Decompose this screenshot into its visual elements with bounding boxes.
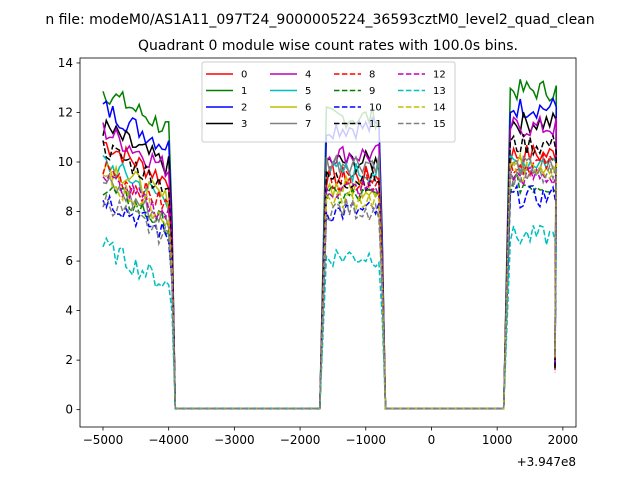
series-line-12 [102, 165, 558, 410]
y-tick-label: 10 [58, 155, 73, 169]
axes-frame [79, 57, 577, 428]
legend-label-5: 5 [305, 86, 311, 97]
y-tick-label: 0 [65, 403, 73, 417]
y-tick-label: 2 [65, 353, 73, 367]
legend-label-13: 13 [433, 86, 446, 97]
series-line-9 [102, 171, 558, 410]
series-line-4 [102, 114, 558, 410]
plot-area [102, 79, 558, 410]
x-tick-label: 0 [428, 433, 436, 447]
series-line-14 [102, 160, 558, 410]
legend-label-3: 3 [241, 119, 247, 130]
legend-label-2: 2 [241, 103, 247, 114]
series-line-6 [102, 151, 558, 410]
x-tick-label: −3000 [214, 433, 255, 447]
legend-label-14: 14 [433, 103, 446, 114]
x-tick-label: −2000 [280, 433, 321, 447]
legend-label-1: 1 [241, 86, 247, 97]
x-tick-label: 1000 [482, 433, 513, 447]
x-tick-label: −5000 [83, 433, 124, 447]
legend-box [201, 61, 456, 143]
series-line-7 [102, 154, 558, 410]
legend-label-4: 4 [305, 70, 311, 81]
legend-label-8: 8 [369, 70, 375, 81]
y-tick-label: 12 [58, 105, 73, 119]
legend-label-6: 6 [305, 103, 311, 114]
legend-label-15: 15 [433, 119, 446, 130]
legend-label-0: 0 [241, 70, 247, 81]
chart-title: Quadrant 0 module wise count rates with … [138, 38, 518, 54]
y-tick-label: 4 [65, 304, 73, 318]
series-line-15 [102, 163, 558, 410]
figure-suptitle: n file: modeM0/AS1A11_097T24_9000005224_… [45, 12, 594, 28]
series-line-10 [102, 183, 558, 410]
legend-label-12: 12 [433, 70, 446, 81]
legend-label-10: 10 [369, 103, 382, 114]
legend-label-11: 11 [369, 119, 382, 130]
x-tick-label: −1000 [345, 433, 386, 447]
x-tick-label: 2000 [548, 433, 579, 447]
y-tick-label: 14 [58, 56, 73, 70]
series-line-0 [102, 141, 558, 410]
x-offset-label: +3.947e8 [517, 455, 576, 469]
series-line-3 [102, 111, 558, 410]
legend-label-7: 7 [305, 119, 311, 130]
axis-ticks: −5000 −4000 −3000 −2000 −1000 0 1000 2000 0 2 4 6 8 1… [58, 56, 578, 447]
y-tick-label: 8 [65, 205, 73, 219]
series-line-11 [102, 133, 558, 410]
legend-label-9: 9 [369, 86, 375, 97]
y-tick-label: 6 [65, 254, 73, 268]
x-tick-label: −4000 [148, 433, 189, 447]
